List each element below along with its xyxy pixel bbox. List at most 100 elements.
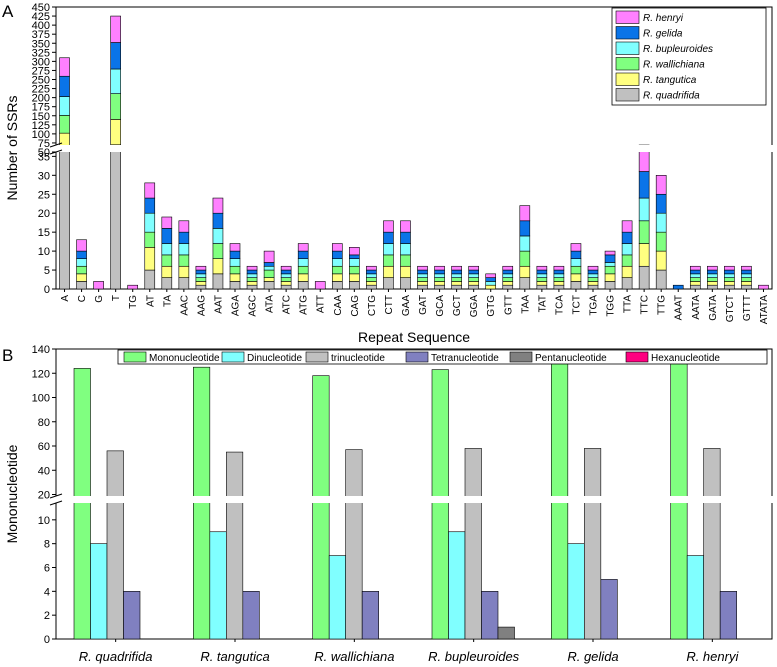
bar-segment-C-4 (76, 250, 87, 259)
bar-segment-A-3 (59, 96, 70, 116)
x-tick-label-b: R. wallichiana (314, 649, 394, 664)
bar-segment-TCA-5 (553, 265, 565, 271)
bar-segment-ATT-5 (314, 281, 326, 290)
bar-segment-GAT-0 (417, 284, 428, 290)
bar-mononucleotide (193, 366, 211, 640)
plot-frame-b (55, 348, 773, 640)
legend-swatch-b (625, 351, 649, 363)
bar-segment-GTTT-2 (741, 277, 752, 282)
bar-segment-GATA-3 (707, 273, 718, 278)
bar-segment-A-4 (59, 75, 70, 97)
y-tick-label-a: 5 (44, 265, 50, 277)
bar-segment-A-0 (59, 151, 70, 290)
x-tick-label-a: T (111, 295, 122, 301)
bar-segment-AAT-4 (212, 212, 224, 229)
bar-segment-AT-1 (144, 247, 156, 271)
bar-segment-TTC-4 (638, 171, 650, 199)
bar-segment-CTT-2 (383, 254, 394, 267)
y-tick-label-a: 275 (32, 65, 50, 77)
bar-segment-AGC-0 (246, 284, 258, 290)
x-tick-label-a: TAA (520, 295, 531, 314)
y-tick-label-a: 175 (32, 102, 50, 114)
bar-segment-ATA-0 (263, 281, 275, 290)
legend-entry-b: Mononucleotide (149, 353, 220, 364)
bar-segment-T-0 (110, 144, 121, 290)
x-tick-label-a: GCT (452, 295, 463, 316)
bar-segment-AT-0 (144, 269, 156, 290)
bar-segment-GTT-1 (502, 281, 514, 286)
bar-segment-ATC-4 (280, 269, 292, 275)
legend-swatch-b (405, 351, 429, 363)
bar-segment-C-2 (76, 265, 87, 275)
bar-dinucleotide (328, 555, 346, 640)
bar-tetranucleotide (123, 591, 141, 640)
bar-segment-TAT-3 (536, 273, 548, 278)
bar-segment-C-5 (76, 239, 87, 252)
bar-segment-TTC-0 (638, 265, 650, 290)
bar-segment-TAT-2 (536, 277, 548, 282)
bar-segment-GATA-0 (707, 284, 718, 290)
bar-segment-T-1 (110, 119, 121, 146)
bar-segment-AAT-1 (212, 258, 224, 275)
y-tick-label-a: 450 (32, 2, 50, 14)
bar-segment-TCA-1 (553, 281, 565, 286)
bar-mononucleotide (431, 369, 449, 640)
bar-segment-CAA-1 (331, 273, 343, 282)
bar-trinucleotide (226, 451, 244, 640)
bar-segment-AT-5 (144, 182, 156, 199)
axis-break-mark-a (49, 142, 63, 148)
x-tick-label-a: CTG (367, 295, 378, 316)
bar-segment-TA-2 (161, 254, 173, 267)
bar-segment-GCA-1 (434, 281, 445, 286)
bar-segment-TTA-4 (621, 231, 633, 244)
bar-segment-TAA-2 (519, 250, 531, 267)
bar-segment-AATA-3 (689, 273, 701, 278)
bar-segment-TTA-3 (621, 243, 633, 256)
y-tick-label-a: 75 (38, 138, 50, 150)
bar-segment-GATA-4 (707, 269, 718, 275)
y-axis-label-b: Mononucleotide (4, 444, 20, 543)
bar-segment-GGA-5 (468, 265, 479, 271)
x-tick-label-a: AAT (214, 295, 225, 314)
bar-segment-TGG-5 (604, 250, 616, 256)
bar-segment-TTG-4 (655, 193, 667, 214)
bar-segment-GCT-2 (451, 277, 462, 282)
x-tick-label-a: TGA (589, 295, 600, 316)
bar-segment-GAT-2 (417, 277, 428, 282)
y-tick-label-a: 250 (32, 75, 50, 87)
bar-segment-AAC-5 (178, 220, 190, 233)
bar-segment-TTA-2 (621, 254, 633, 267)
y-tick-label-a: 0 (44, 284, 50, 296)
bar-segment-TGA-0 (587, 284, 599, 290)
x-tick-label-a: TGG (606, 295, 617, 317)
bar-segment-AGC-1 (246, 281, 258, 286)
bar-segment-GTT-4 (502, 269, 514, 275)
bar-segment-TTG-1 (655, 250, 667, 271)
bar-segment-ATG-4 (297, 250, 309, 259)
x-tick-label-a: GCA (435, 295, 446, 317)
bar-segment-GTCT-2 (724, 277, 735, 282)
x-tick-label-b: R. tangutica (200, 649, 269, 664)
x-tick-label-a: AGA (231, 295, 242, 316)
bar-mononucleotide (312, 375, 330, 640)
bar-segment-GTT-0 (502, 284, 514, 290)
bar-segment-AGC-2 (246, 277, 258, 282)
x-tick-label-a: TAT (537, 295, 548, 312)
bar-segment-ATA-5 (263, 250, 275, 263)
bar-segment-CTG-5 (366, 265, 377, 271)
y-tick-label-b: 6 (44, 563, 50, 575)
bar-segment-ATG-3 (297, 258, 309, 267)
bar-trinucleotide (345, 449, 363, 640)
bar-tetranucleotide (600, 579, 618, 640)
y-tick-label-b: 120 (32, 368, 50, 380)
bar-segment-AGA-5 (229, 243, 241, 252)
bar-segment-GCT-3 (451, 273, 462, 278)
bar-segment-GCA-0 (434, 284, 445, 290)
bar-segment-CTT-4 (383, 231, 394, 244)
bar-segment-AAT-5 (212, 197, 224, 214)
y-tick-label-b: 4 (44, 586, 50, 598)
y-tick-label-b: 40 (38, 465, 50, 477)
bar-segment-AGC-3 (246, 273, 258, 278)
bar-dinucleotide (209, 531, 227, 640)
bar-segment-TA-4 (161, 228, 173, 244)
